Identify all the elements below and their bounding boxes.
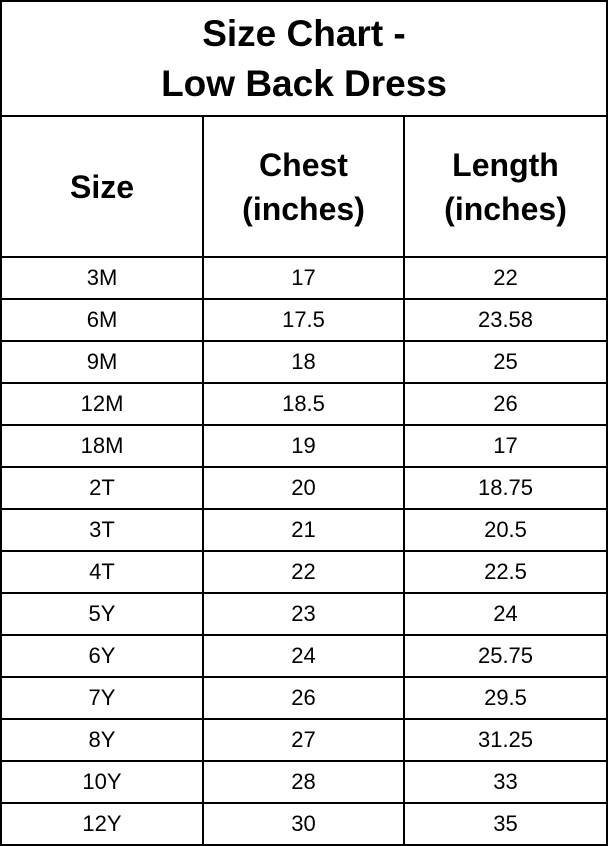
length-cell: 18.75 <box>403 466 606 510</box>
size-cell: 12M <box>2 382 204 426</box>
chest-cell: 26 <box>202 676 405 720</box>
table-row: 12Y 30 35 <box>2 802 606 844</box>
length-cell: 25.75 <box>403 634 606 678</box>
chart-title: Size Chart - Low Back Dress <box>2 2 606 117</box>
table-row: 2T 20 18.75 <box>2 466 606 510</box>
length-cell: 23.58 <box>403 298 606 342</box>
size-cell: 5Y <box>2 592 204 636</box>
chest-cell: 20 <box>202 466 405 510</box>
length-cell: 17 <box>403 424 606 468</box>
length-cell: 29.5 <box>403 676 606 720</box>
table-row: 10Y 28 33 <box>2 760 606 804</box>
table-row: 3T 21 20.5 <box>2 508 606 552</box>
header-size-label: Size <box>69 168 135 205</box>
header-chest-unit: (inches) <box>242 190 365 227</box>
header-length-unit: (inches) <box>444 190 567 227</box>
table-row: 3M 17 22 <box>2 256 606 300</box>
title-line-1: Size Chart - <box>202 12 406 54</box>
chest-cell: 28 <box>202 760 405 804</box>
chest-cell: 19 <box>202 424 405 468</box>
table-row: 9M 18 25 <box>2 340 606 384</box>
size-table: Size Chest (inches) Length (inches) 3M 17 22… <box>2 117 606 844</box>
length-cell: 22.5 <box>403 550 606 594</box>
length-cell: 20.5 <box>403 508 606 552</box>
header-chest: Chest (inches) <box>202 117 405 258</box>
length-cell: 24 <box>403 592 606 636</box>
size-cell: 6M <box>2 298 204 342</box>
size-cell: 18M <box>2 424 204 468</box>
chest-cell: 21 <box>202 508 405 552</box>
length-cell: 35 <box>403 802 606 844</box>
length-cell: 22 <box>403 256 606 300</box>
header-row: Size Chest (inches) Length (inches) <box>2 117 606 258</box>
table-row: 5Y 23 24 <box>2 592 606 636</box>
size-cell: 4T <box>2 550 204 594</box>
title-line-2: Low Back Dress <box>161 62 447 104</box>
header-size: Size <box>2 117 204 258</box>
chest-cell: 24 <box>202 634 405 678</box>
header-length: Length (inches) <box>403 117 606 258</box>
table-row: 18M 19 17 <box>2 424 606 468</box>
chest-cell: 23 <box>202 592 405 636</box>
size-cell: 2T <box>2 466 204 510</box>
chest-cell: 27 <box>202 718 405 762</box>
size-cell: 12Y <box>2 802 204 844</box>
table-row: 6Y 24 25.75 <box>2 634 606 678</box>
header-chest-label: Chest <box>259 146 348 183</box>
chest-cell: 22 <box>202 550 405 594</box>
size-cell: 10Y <box>2 760 204 804</box>
size-cell: 6Y <box>2 634 204 678</box>
table-row: 4T 22 22.5 <box>2 550 606 594</box>
chest-cell: 18 <box>202 340 405 384</box>
size-cell: 3T <box>2 508 204 552</box>
length-cell: 31.25 <box>403 718 606 762</box>
table-row: 8Y 27 31.25 <box>2 718 606 762</box>
length-cell: 33 <box>403 760 606 804</box>
size-cell: 7Y <box>2 676 204 720</box>
chest-cell: 17 <box>202 256 405 300</box>
table-row: 6M 17.5 23.58 <box>2 298 606 342</box>
table-row: 12M 18.5 26 <box>2 382 606 426</box>
size-cell: 9M <box>2 340 204 384</box>
header-length-label: Length <box>452 146 559 183</box>
chest-cell: 18.5 <box>202 382 405 426</box>
length-cell: 26 <box>403 382 606 426</box>
chest-cell: 30 <box>202 802 405 844</box>
table-row: 7Y 26 29.5 <box>2 676 606 720</box>
length-cell: 25 <box>403 340 606 384</box>
chest-cell: 17.5 <box>202 298 405 342</box>
size-cell: 3M <box>2 256 204 300</box>
size-cell: 8Y <box>2 718 204 762</box>
